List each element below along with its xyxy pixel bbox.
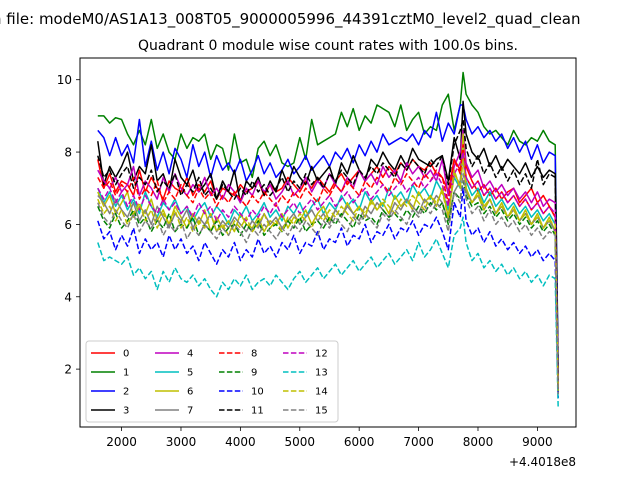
legend-label-11: 11 xyxy=(251,406,264,417)
x-tick-label: 6000 xyxy=(344,435,375,449)
series-line-1 xyxy=(97,71,559,370)
legend-label-0: 0 xyxy=(123,349,129,360)
legend-label-9: 9 xyxy=(251,368,257,379)
y-tick-label: 10 xyxy=(57,73,72,87)
legend-label-8: 8 xyxy=(251,349,257,360)
x-tick-label: 5000 xyxy=(285,435,316,449)
legend-label-15: 15 xyxy=(315,406,328,417)
legend-label-2: 2 xyxy=(123,387,129,398)
figure-suptitle: n file: modeM0/AS1A13_008T05_9000005996_… xyxy=(0,10,581,29)
x-tick-label: 4000 xyxy=(225,435,256,449)
x-axis-offset-label: +4.4018e8 xyxy=(509,455,576,469)
series-line-12 xyxy=(97,151,559,388)
series-line-13 xyxy=(97,216,559,409)
x-tick-label: 8000 xyxy=(463,435,494,449)
y-tick-label: 6 xyxy=(64,218,72,232)
x-tick-label: 3000 xyxy=(166,435,197,449)
series-line-10 xyxy=(97,187,559,399)
x-axis: 2000 3000 4000 5000 6000 7000 8000 9000 xyxy=(106,427,553,449)
y-tick-label: 8 xyxy=(64,146,72,160)
series-line-11 xyxy=(97,118,559,381)
y-tick-label: 4 xyxy=(64,290,72,304)
chart-title: Quadrant 0 module wise count rates with … xyxy=(138,38,518,54)
legend-label-5: 5 xyxy=(187,368,193,379)
legend-label-13: 13 xyxy=(315,368,328,379)
legend-label-4: 4 xyxy=(187,349,193,360)
x-tick-label: 2000 xyxy=(106,435,137,449)
series-line-15 xyxy=(97,173,559,395)
y-tick-label: 2 xyxy=(64,363,72,377)
legend-label-14: 14 xyxy=(315,387,328,398)
legend-label-12: 12 xyxy=(315,349,328,360)
legend-label-1: 1 xyxy=(123,368,129,379)
series-line-3 xyxy=(97,100,559,381)
series-line-5 xyxy=(97,147,559,395)
legend-label-7: 7 xyxy=(187,406,193,417)
legend-label-10: 10 xyxy=(251,387,264,398)
legend-box xyxy=(85,340,339,423)
series-line-14 xyxy=(97,158,559,391)
legend-label-3: 3 xyxy=(123,406,129,417)
plot-area-frame xyxy=(79,57,577,428)
legend-label-6: 6 xyxy=(187,387,193,398)
series-line-9 xyxy=(97,180,559,395)
y-axis: 2 4 6 8 10 xyxy=(57,73,80,377)
series-line-2 xyxy=(97,104,559,373)
x-tick-label: 7000 xyxy=(403,435,434,449)
series-lines xyxy=(97,71,559,409)
x-tick-label: 9000 xyxy=(522,435,553,449)
